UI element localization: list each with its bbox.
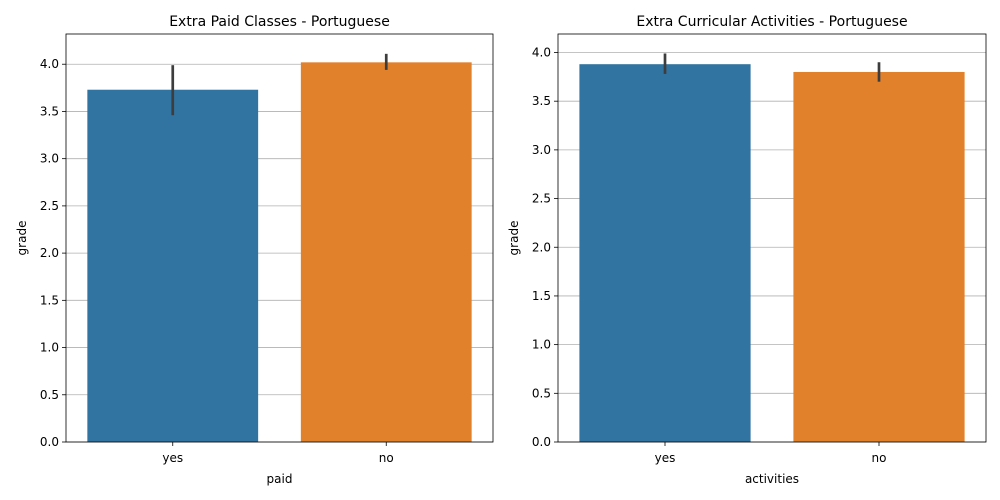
axes-frame xyxy=(557,33,987,443)
y-tick-label: 2.0 xyxy=(40,246,59,260)
bar-no xyxy=(793,71,965,442)
y-tick-label: 3.5 xyxy=(40,104,59,118)
chart-panel-paid-classes: 0.0 0.5 1.0 1.5 2.0 2.5 3.0 3.5 4.0 yes no Extra Pa… xyxy=(15,14,494,486)
y-tick-label: 2.5 xyxy=(40,199,59,213)
y-tick-label: 0.5 xyxy=(40,388,59,402)
y-tick-label: 0.0 xyxy=(40,435,59,449)
y-tick-label: 3.0 xyxy=(40,152,59,166)
bar-no xyxy=(300,62,472,442)
x-tick-label-no: no xyxy=(872,451,887,465)
chart-panel-activities: 0.0 0.5 1.0 1.5 2.0 2.5 3.0 3.5 4.0 yes no Extra Cu… xyxy=(507,14,987,486)
x-axis-label: paid xyxy=(267,472,293,486)
y-tick-label: 1.0 xyxy=(40,341,59,355)
y-tick-label: 4.0 xyxy=(40,57,59,71)
y-tick-label: 1.5 xyxy=(532,289,551,303)
y-tick-label: 3.5 xyxy=(532,94,551,108)
bar-yes xyxy=(579,64,751,442)
y-tick-label: 4.0 xyxy=(532,46,551,60)
y-tick-label: 3.0 xyxy=(532,143,551,157)
x-tick-label-yes: yes xyxy=(162,451,183,465)
y-tick-label: 0.5 xyxy=(532,386,551,400)
y-axis-label: grade xyxy=(507,221,521,256)
x-axis-label: activities xyxy=(745,472,799,486)
bar-yes xyxy=(87,89,259,442)
chart-title: Extra Paid Classes - Portuguese xyxy=(169,14,390,30)
axes-frame xyxy=(65,33,494,443)
x-tick-label-no: no xyxy=(379,451,394,465)
y-axis-label: grade xyxy=(15,221,29,256)
y-tick-label: 2.5 xyxy=(532,192,551,206)
y-tick-label: 0.0 xyxy=(532,435,551,449)
y-tick-label: 1.5 xyxy=(40,293,59,307)
chart-title: Extra Curricular Activities - Portuguese xyxy=(636,14,907,30)
y-tick-label: 1.0 xyxy=(532,338,551,352)
x-tick-label-yes: yes xyxy=(655,451,676,465)
y-tick-label: 2.0 xyxy=(532,240,551,254)
